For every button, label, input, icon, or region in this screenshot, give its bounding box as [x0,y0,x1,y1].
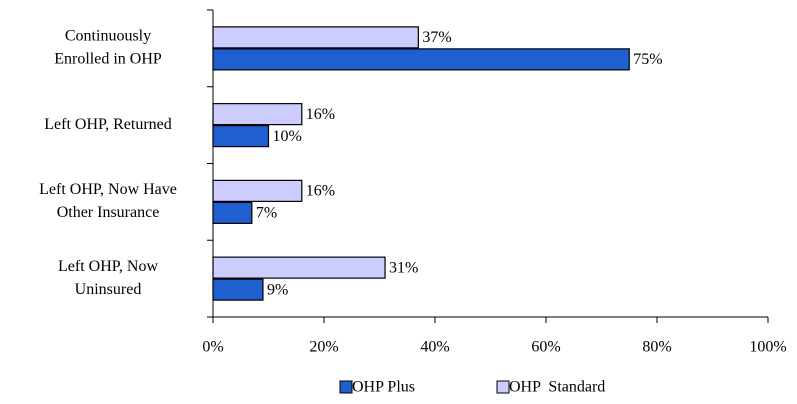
bar [212,103,303,126]
legend-swatch [496,380,510,394]
legend-label: OHP Standard [509,379,605,396]
category-label: Left OHP, Now [58,258,158,275]
category-label: Other Insurance [57,204,160,221]
category-label: Uninsured [75,281,142,298]
value-label: 10% [273,128,302,145]
category-label: Enrolled in OHP [54,51,162,68]
category-label: Left OHP, Returned [44,116,172,133]
legend-swatch [339,380,353,394]
bar [212,201,253,224]
bar [212,125,270,148]
legend-label: OHP Plus [352,379,415,396]
value-label: 9% [267,281,288,298]
value-label: 7% [256,205,277,222]
value-label: 75% [633,51,662,68]
value-label: 37% [422,29,451,46]
x-tick-label: 100% [749,339,786,356]
value-label: 16% [306,183,335,200]
x-tick-label: 40% [420,339,449,356]
x-tick-label: 20% [309,339,338,356]
category-label: Left OHP, Now Have [39,181,177,198]
x-tick-label: 0% [202,339,223,356]
value-label: 16% [306,106,335,123]
value-label: 31% [389,259,418,276]
bar [212,48,630,71]
x-tick-label: 80% [642,339,671,356]
bar [212,26,419,49]
bar [212,179,303,202]
bar [212,278,264,301]
category-label: Continuously [65,28,151,45]
bar [212,256,386,279]
x-tick-label: 60% [531,339,560,356]
